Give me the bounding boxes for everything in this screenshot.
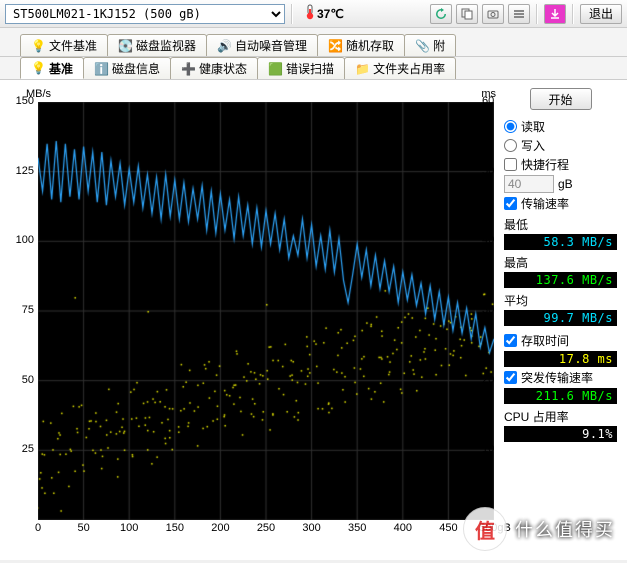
x-tick: 200 <box>205 522 235 546</box>
tab-random-access[interactable]: 🔀随机存取 <box>317 34 405 56</box>
tab-disk-info[interactable]: ℹ️磁盘信息 <box>83 57 171 79</box>
tab-health[interactable]: ➕健康状态 <box>170 57 258 79</box>
tabs-upper: 💡文件基准 💽磁盘监视器 🔊自动噪音管理 🔀随机存取 📎附 <box>0 28 627 57</box>
read-radio[interactable] <box>504 120 517 133</box>
chart-container: MB/s ms 15012510075502560504030201005010… <box>6 84 496 544</box>
y-tick-left: 25 <box>6 443 34 455</box>
lightbulb-icon: 💡 <box>31 61 45 75</box>
y-tick-left: 50 <box>6 374 34 386</box>
x-tick: 100 <box>114 522 144 546</box>
avg-label: 平均 <box>504 292 617 309</box>
tab-file-benchmark[interactable]: 💡文件基准 <box>20 34 108 56</box>
exit-button[interactable]: 退出 <box>580 4 622 24</box>
download-button[interactable] <box>544 4 566 24</box>
max-label: 最高 <box>504 254 617 271</box>
disk-icon: 💽 <box>118 39 132 53</box>
min-value: 58.3 MB/s <box>504 234 617 250</box>
extra-icon: 📎 <box>415 39 429 53</box>
read-label: 读取 <box>521 118 545 135</box>
info-icon: ℹ️ <box>94 62 108 76</box>
burst-check[interactable] <box>504 371 517 384</box>
min-label: 最低 <box>504 216 617 233</box>
tabs-lower: 💡基准 ℹ️磁盘信息 ➕健康状态 🟩错误扫描 📁文件夹占用率 <box>0 57 627 80</box>
benchmark-chart <box>38 102 494 520</box>
x-tick: 300 <box>297 522 327 546</box>
burst-value: 211.6 MB/s <box>504 388 617 404</box>
watermark: 值 什么值得买 <box>463 507 615 551</box>
y-tick-left: 150 <box>6 95 34 107</box>
access-value: 17.8 ms <box>504 351 617 367</box>
cpu-value: 9.1% <box>504 426 617 442</box>
random-icon: 🔀 <box>328 39 342 53</box>
y-tick-left: 125 <box>6 165 34 177</box>
quick-size-input <box>504 175 554 193</box>
tab-error-scan[interactable]: 🟩错误扫描 <box>257 57 345 79</box>
transfer-check[interactable] <box>504 197 517 210</box>
tab-benchmark[interactable]: 💡基准 <box>20 57 84 79</box>
y-tick-left: 75 <box>6 304 34 316</box>
y-tick-right: 50 <box>482 165 500 177</box>
burst-label: 突发传输速率 <box>521 369 593 386</box>
refresh-button[interactable] <box>430 4 452 24</box>
access-label: 存取时间 <box>521 332 569 349</box>
x-tick: 350 <box>342 522 372 546</box>
y-tick-right: 60 <box>482 95 500 107</box>
access-check[interactable] <box>504 334 517 347</box>
tab-extra[interactable]: 📎附 <box>404 34 456 56</box>
x-tick: 250 <box>251 522 281 546</box>
settings-button[interactable] <box>508 4 530 24</box>
thermometer-icon <box>305 4 315 23</box>
x-tick: 450 <box>433 522 463 546</box>
scan-icon: 🟩 <box>268 62 282 76</box>
y-tick-right: 40 <box>482 234 500 246</box>
watermark-logo-icon: 值 <box>463 507 507 551</box>
speaker-icon: 🔊 <box>217 39 231 53</box>
tab-disk-monitor[interactable]: 💽磁盘监视器 <box>107 34 207 56</box>
y-tick-left: 100 <box>6 234 34 246</box>
tab-folder-usage[interactable]: 📁文件夹占用率 <box>344 57 456 79</box>
x-tick: 150 <box>160 522 190 546</box>
y-tick-right: 20 <box>482 374 500 386</box>
temperature-display: 37℃ <box>299 4 350 23</box>
copy-button[interactable] <box>456 4 478 24</box>
x-tick: 50 <box>69 522 99 546</box>
quick-label: 快捷行程 <box>521 156 569 173</box>
x-tick: 0 <box>23 522 53 546</box>
health-icon: ➕ <box>181 62 195 76</box>
folder-icon: 📁 <box>355 62 369 76</box>
top-toolbar: ST500LM021-1KJ152 (500 gB) 37℃ 退出 <box>0 0 627 28</box>
watermark-text: 什么值得买 <box>515 516 615 542</box>
main-area: MB/s ms 15012510075502560504030201005010… <box>0 80 627 560</box>
avg-value: 99.7 MB/s <box>504 310 617 326</box>
write-label: 写入 <box>521 137 545 154</box>
quick-unit: gB <box>558 177 573 191</box>
transfer-label: 传输速率 <box>521 195 569 212</box>
tab-noise-mgmt[interactable]: 🔊自动噪音管理 <box>206 34 318 56</box>
y-tick-right: 10 <box>482 443 500 455</box>
start-button[interactable]: 开始 <box>530 88 592 110</box>
drive-select[interactable]: ST500LM021-1KJ152 (500 gB) <box>5 4 285 24</box>
y-tick-right: 30 <box>482 304 500 316</box>
write-radio[interactable] <box>504 139 517 152</box>
quick-check[interactable] <box>504 158 517 171</box>
cpu-label: CPU 占用率 <box>504 408 617 425</box>
x-tick: 400 <box>388 522 418 546</box>
lightbulb-icon: 💡 <box>31 39 45 53</box>
max-value: 137.6 MB/s <box>504 272 617 288</box>
screenshot-button[interactable] <box>482 4 504 24</box>
side-panel: 开始 读取 写入 快捷行程 gB 传输速率 最低 58.3 MB/s 最高 13… <box>500 84 621 556</box>
